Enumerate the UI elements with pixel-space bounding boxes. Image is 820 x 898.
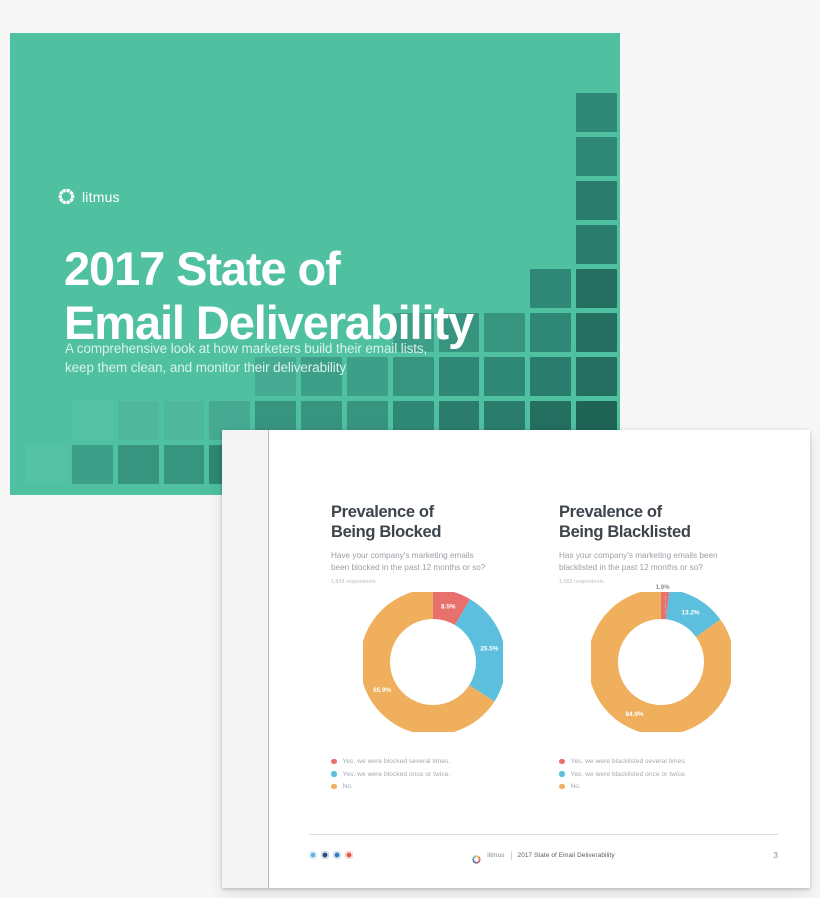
donut-slice bbox=[591, 592, 731, 732]
cover-title-line-1: 2017 State of bbox=[64, 242, 341, 296]
chart-title-line-1: Prevalence of bbox=[559, 503, 662, 521]
page-gutter bbox=[222, 430, 269, 888]
cover-tile bbox=[117, 445, 159, 484]
cover-tile bbox=[576, 137, 617, 176]
cover-tile bbox=[576, 93, 617, 132]
chart-legend-blacklisted: Yes, we were blacklisted several times. Y… bbox=[559, 758, 763, 790]
chart-title-line-2: Being Blacklisted bbox=[559, 523, 691, 541]
footer-page-number: 3 bbox=[773, 850, 778, 860]
chart-question-line-2: been blocked in the past 12 months or so… bbox=[331, 562, 486, 572]
donut-slice-label: 25.5% bbox=[480, 646, 498, 653]
donut-slice bbox=[363, 592, 503, 732]
chart-title-line-2: Being Blocked bbox=[331, 523, 442, 541]
chart-question-blocked: Have your company's marketing emails bee… bbox=[331, 550, 535, 573]
cover-tile bbox=[117, 401, 159, 440]
legend-label: No. bbox=[342, 783, 353, 790]
legend-color-swatch bbox=[559, 771, 565, 777]
cover-tile bbox=[163, 401, 205, 440]
cover-tile bbox=[576, 357, 617, 396]
legend-row: Yes, we were blacklisted several times. bbox=[559, 758, 763, 765]
chart-columns: Prevalence of Being Blocked Have your co… bbox=[331, 502, 807, 796]
donut-callout-line bbox=[664, 596, 666, 615]
litmus-aperture-logo-icon bbox=[58, 188, 75, 205]
donut-chart-blacklisted: 13.2% 84.9% 1.9% bbox=[559, 585, 763, 752]
page-content: Prevalence of Being Blocked Have your co… bbox=[269, 430, 810, 888]
legend-color-swatch bbox=[559, 783, 565, 790]
litmus-aperture-logo-icon bbox=[472, 851, 481, 864]
footer-divider-vertical bbox=[510, 850, 512, 860]
cover-subtitle-line-2: keep them clean, and monitor their deliv… bbox=[65, 359, 346, 375]
page-footer: litmus 2017 State of Email Deliverabilit… bbox=[309, 844, 778, 866]
chart-question-blacklisted: Has your company's marketing emails been… bbox=[559, 550, 763, 573]
chart-respondents-blocked: 1,843 respondents bbox=[331, 579, 376, 585]
donut-svg: 13.2% 84.9% bbox=[591, 592, 731, 732]
cover-brand-logo: litmus bbox=[58, 188, 120, 205]
cover-subtitle: A comprehensive look at how marketers bu… bbox=[65, 339, 535, 377]
footer-brand-block: litmus 2017 State of Email Deliverabilit… bbox=[309, 850, 778, 864]
donut-callout-label: 1.9% bbox=[655, 585, 670, 592]
chart-column-blacklisted: Prevalence of Being Blacklisted Has your… bbox=[559, 502, 763, 796]
legend-label: No. bbox=[570, 783, 581, 790]
cover-tile bbox=[71, 401, 113, 440]
donut-slice-label: 13.2% bbox=[681, 609, 699, 616]
footer-brand-name: litmus bbox=[487, 851, 505, 859]
legend-label: Yes, we were blacklisted several times. bbox=[570, 758, 687, 765]
chart-question-line-1: Has your company's marketing emails been bbox=[559, 551, 718, 560]
legend-row: No. bbox=[559, 783, 763, 790]
cover-title-line-2: Email Deliverability bbox=[64, 296, 474, 350]
cover-tile bbox=[26, 445, 67, 484]
chart-title-blacklisted: Prevalence of Being Blacklisted bbox=[559, 502, 763, 542]
legend-color-swatch bbox=[331, 771, 337, 777]
facebook-icon[interactable] bbox=[321, 851, 329, 859]
footer-doc-title: 2017 State of Email Deliverability bbox=[517, 851, 615, 859]
cover-title: 2017 State of Email Deliverability bbox=[64, 242, 604, 350]
cover-subtitle-line-1: A comprehensive look at how marketers bu… bbox=[65, 340, 428, 356]
chart-legend-blocked: Yes, we were blocked several times. Yes, … bbox=[331, 758, 535, 790]
legend-label: Yes, we were blocked once or twice. bbox=[342, 770, 451, 778]
donut-slice-label: 8.5% bbox=[441, 603, 456, 610]
report-inner-page: Prevalence of Being Blocked Have your co… bbox=[222, 430, 810, 888]
legend-label: Yes, we were blocked several times. bbox=[342, 758, 451, 765]
social-links bbox=[309, 851, 353, 859]
cover-tile bbox=[530, 357, 572, 396]
chart-question-line-1: Have your company's marketing emails bbox=[331, 551, 474, 560]
legend-row: Yes, we were blocked once or twice. bbox=[331, 771, 535, 778]
legend-color-swatch bbox=[331, 783, 337, 790]
cover-tile bbox=[163, 445, 205, 484]
donut-slice-label: 84.9% bbox=[625, 711, 643, 718]
chart-title-blocked: Prevalence of Being Blocked bbox=[331, 502, 535, 542]
donut-chart-blocked: 8.5% 25.5% 65.9% bbox=[331, 592, 535, 752]
legend-color-swatch bbox=[331, 758, 337, 765]
chart-respondents-blacklisted: 1,683 respondents bbox=[559, 579, 604, 585]
donut-slice bbox=[363, 592, 503, 732]
chart-title-line-1: Prevalence of bbox=[331, 503, 434, 521]
report-cover: litmus 2017 State of Email Deliverabilit… bbox=[10, 33, 620, 495]
cover-tile bbox=[71, 445, 113, 484]
legend-label: Yes, we were blacklisted once or twice. bbox=[570, 770, 687, 778]
twitter-icon[interactable] bbox=[309, 851, 317, 859]
footer-divider bbox=[309, 834, 778, 835]
cover-tile bbox=[576, 181, 617, 220]
legend-row: Yes, we were blacklisted once or twice. bbox=[559, 771, 763, 778]
donut-slice-label: 65.9% bbox=[373, 687, 391, 694]
legend-color-swatch bbox=[559, 758, 565, 765]
legend-row: No. bbox=[331, 783, 535, 790]
donut-svg: 8.5% 25.5% 65.9% bbox=[363, 592, 503, 732]
google-plus-icon[interactable] bbox=[345, 851, 353, 859]
linkedin-icon[interactable] bbox=[333, 851, 341, 859]
cover-brand-name: litmus bbox=[82, 188, 120, 205]
legend-row: Yes, we were blocked several times. bbox=[331, 758, 535, 765]
chart-column-blocked: Prevalence of Being Blocked Have your co… bbox=[331, 502, 535, 796]
chart-question-line-2: blacklisted in the past 12 months or so? bbox=[559, 562, 703, 572]
